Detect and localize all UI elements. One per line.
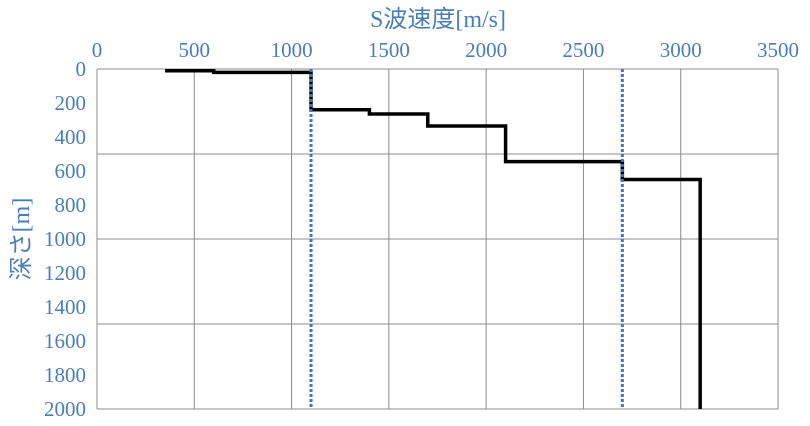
x-tick-label: 3000 (660, 38, 702, 62)
x-tick-label: 500 (179, 38, 211, 62)
y-tick-label: 1400 (44, 295, 86, 319)
y-tick-label: 1200 (44, 261, 86, 285)
y-tick-label: 1600 (44, 329, 86, 353)
velocity-profile-line (165, 68, 702, 409)
y-tick-labels: 0 200 400 600 800 1000 1200 1400 1600 1800 2000 (44, 57, 86, 421)
y-tick-label: 400 (55, 125, 87, 149)
x-tick-labels: 0 500 1000 1500 2000 2500 3000 3500 (92, 38, 799, 62)
x-tick-label: 1000 (271, 38, 313, 62)
x-tick-label: 3500 (757, 38, 799, 62)
y-tick-label: 1000 (44, 227, 86, 251)
y-tick-label: 200 (55, 91, 87, 115)
y-tick-label: 800 (55, 193, 87, 217)
x-tick-label: 2000 (465, 38, 507, 62)
y-tick-label: 2000 (44, 397, 86, 421)
x-tick-label: 0 (92, 38, 103, 62)
y-axis-title: 深さ[m] (8, 198, 35, 281)
y-tick-label: 0 (76, 57, 87, 81)
y-tick-label: 1800 (44, 363, 86, 387)
x-tick-label: 2500 (562, 38, 604, 62)
grid (96, 68, 779, 410)
x-axis-title: S波速度[m/s] (370, 6, 506, 33)
series-layer (165, 68, 702, 409)
x-tick-label: 1500 (368, 38, 410, 62)
y-tick-label: 600 (55, 159, 87, 183)
